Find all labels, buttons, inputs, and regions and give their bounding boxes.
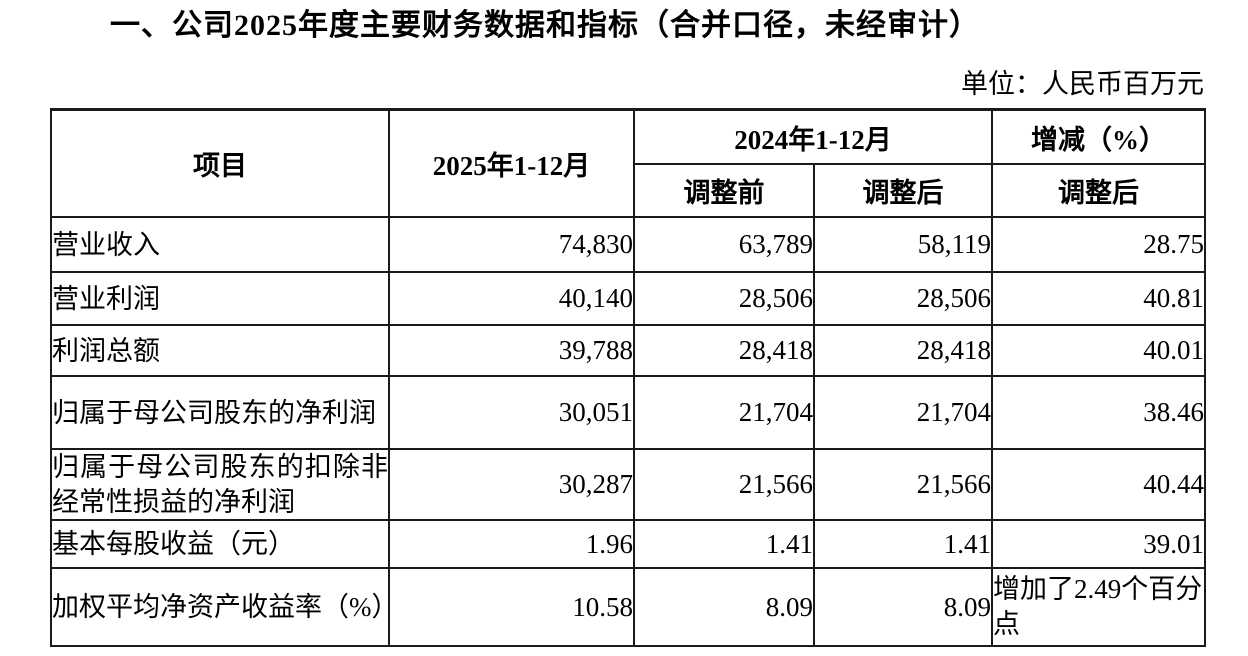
header-row-1: 项目 2025年1-12月 2024年1-12月 增减（%） bbox=[50, 108, 1206, 219]
row-label: 归属于母公司股东的扣除非经常性损益的净利润 bbox=[50, 448, 390, 522]
cell-2025-value: 40,140 bbox=[388, 271, 635, 327]
cell-2025-value: 1.96 bbox=[388, 519, 635, 570]
cell-2024-post-value: 28,418 bbox=[813, 324, 993, 378]
col-header-2024-period: 2024年1-12月 bbox=[633, 108, 993, 166]
cell-change-value: 40.44 bbox=[991, 448, 1206, 522]
col-header-item: 项目 bbox=[50, 108, 390, 219]
unit-note: 单位：人民币百万元 bbox=[961, 69, 1204, 99]
financial-summary-table: 项目 2025年1-12月 2024年1-12月 增减（%） 调整前 调整后 调… bbox=[50, 108, 1206, 648]
cell-2024-post-value: 8.09 bbox=[813, 567, 993, 648]
cell-2025-value: 10.58 bbox=[388, 567, 635, 648]
cell-2024-post-value: 21,704 bbox=[813, 375, 993, 451]
row-label: 营业收入 bbox=[50, 216, 390, 274]
cell-2024-post-value: 28,506 bbox=[813, 271, 993, 327]
cell-2024-pre-value: 63,789 bbox=[633, 216, 815, 274]
row-label: 归属于母公司股东的净利润 bbox=[50, 375, 390, 451]
table-row-operating-profit: 营业利润 40,140 28,506 28,506 40.81 bbox=[50, 271, 1206, 327]
cell-2025-value: 30,051 bbox=[388, 375, 635, 451]
cell-2024-pre-value: 28,418 bbox=[633, 324, 815, 378]
row-label: 利润总额 bbox=[50, 324, 390, 378]
cell-2024-pre-value: 28,506 bbox=[633, 271, 815, 327]
cell-change-value: 40.81 bbox=[991, 271, 1206, 327]
row-label: 基本每股收益（元） bbox=[50, 519, 390, 570]
cell-change-value: 38.46 bbox=[991, 375, 1206, 451]
row-label: 加权平均净资产收益率（%） bbox=[50, 567, 390, 648]
table-row-net-profit-attributable: 归属于母公司股东的净利润 30,051 21,704 21,704 38.46 bbox=[50, 375, 1206, 451]
cell-change-value: 28.75 bbox=[991, 216, 1206, 274]
cell-change-value: 增加了2.49个百分点 bbox=[991, 567, 1206, 648]
col-header-2025-period: 2025年1-12月 bbox=[388, 108, 635, 219]
table-row-total-profit: 利润总额 39,788 28,418 28,418 40.01 bbox=[50, 324, 1206, 378]
cell-2025-value: 30,287 bbox=[388, 448, 635, 522]
cell-2025-value: 74,830 bbox=[388, 216, 635, 274]
table-row-operating-revenue: 营业收入 74,830 63,789 58,119 28.75 bbox=[50, 216, 1206, 274]
col-header-change-pct: 增减（%） bbox=[991, 108, 1206, 166]
cell-2024-pre-value: 8.09 bbox=[633, 567, 815, 648]
cell-2024-post-value: 1.41 bbox=[813, 519, 993, 570]
cell-change-value: 39.01 bbox=[991, 519, 1206, 570]
cell-2024-pre-value: 21,566 bbox=[633, 448, 815, 522]
cell-2024-post-value: 58,119 bbox=[813, 216, 993, 274]
cell-2025-value: 39,788 bbox=[388, 324, 635, 378]
document-page: 一、公司2025年度主要财务数据和指标（合并口径，未经审计） 单位：人民币百万元… bbox=[0, 8, 1248, 648]
table-row-weighted-avg-roe: 加权平均净资产收益率（%） 10.58 8.09 8.09 增加了2.49个百分… bbox=[50, 567, 1206, 648]
col-header-pre-adjust: 调整前 bbox=[633, 163, 815, 219]
table-row-net-profit-excl-nonrecurring: 归属于母公司股东的扣除非经常性损益的净利润 30,287 21,566 21,5… bbox=[50, 448, 1206, 522]
cell-2024-pre-value: 21,704 bbox=[633, 375, 815, 451]
col-header-change-post-adjust: 调整后 bbox=[991, 163, 1206, 219]
header-row-2: 调整前 调整后 调整后 bbox=[51, 163, 1206, 219]
row-label: 营业利润 bbox=[50, 271, 390, 327]
cell-2024-post-value: 21,566 bbox=[813, 448, 993, 522]
col-header-post-adjust: 调整后 bbox=[813, 163, 993, 219]
cell-2024-pre-value: 1.41 bbox=[633, 519, 815, 570]
table-row-basic-eps: 基本每股收益（元） 1.96 1.41 1.41 39.01 bbox=[50, 519, 1206, 570]
page-title: 一、公司2025年度主要财务数据和指标（合并口径，未经审计） bbox=[110, 9, 980, 42]
cell-change-value: 40.01 bbox=[991, 324, 1206, 378]
